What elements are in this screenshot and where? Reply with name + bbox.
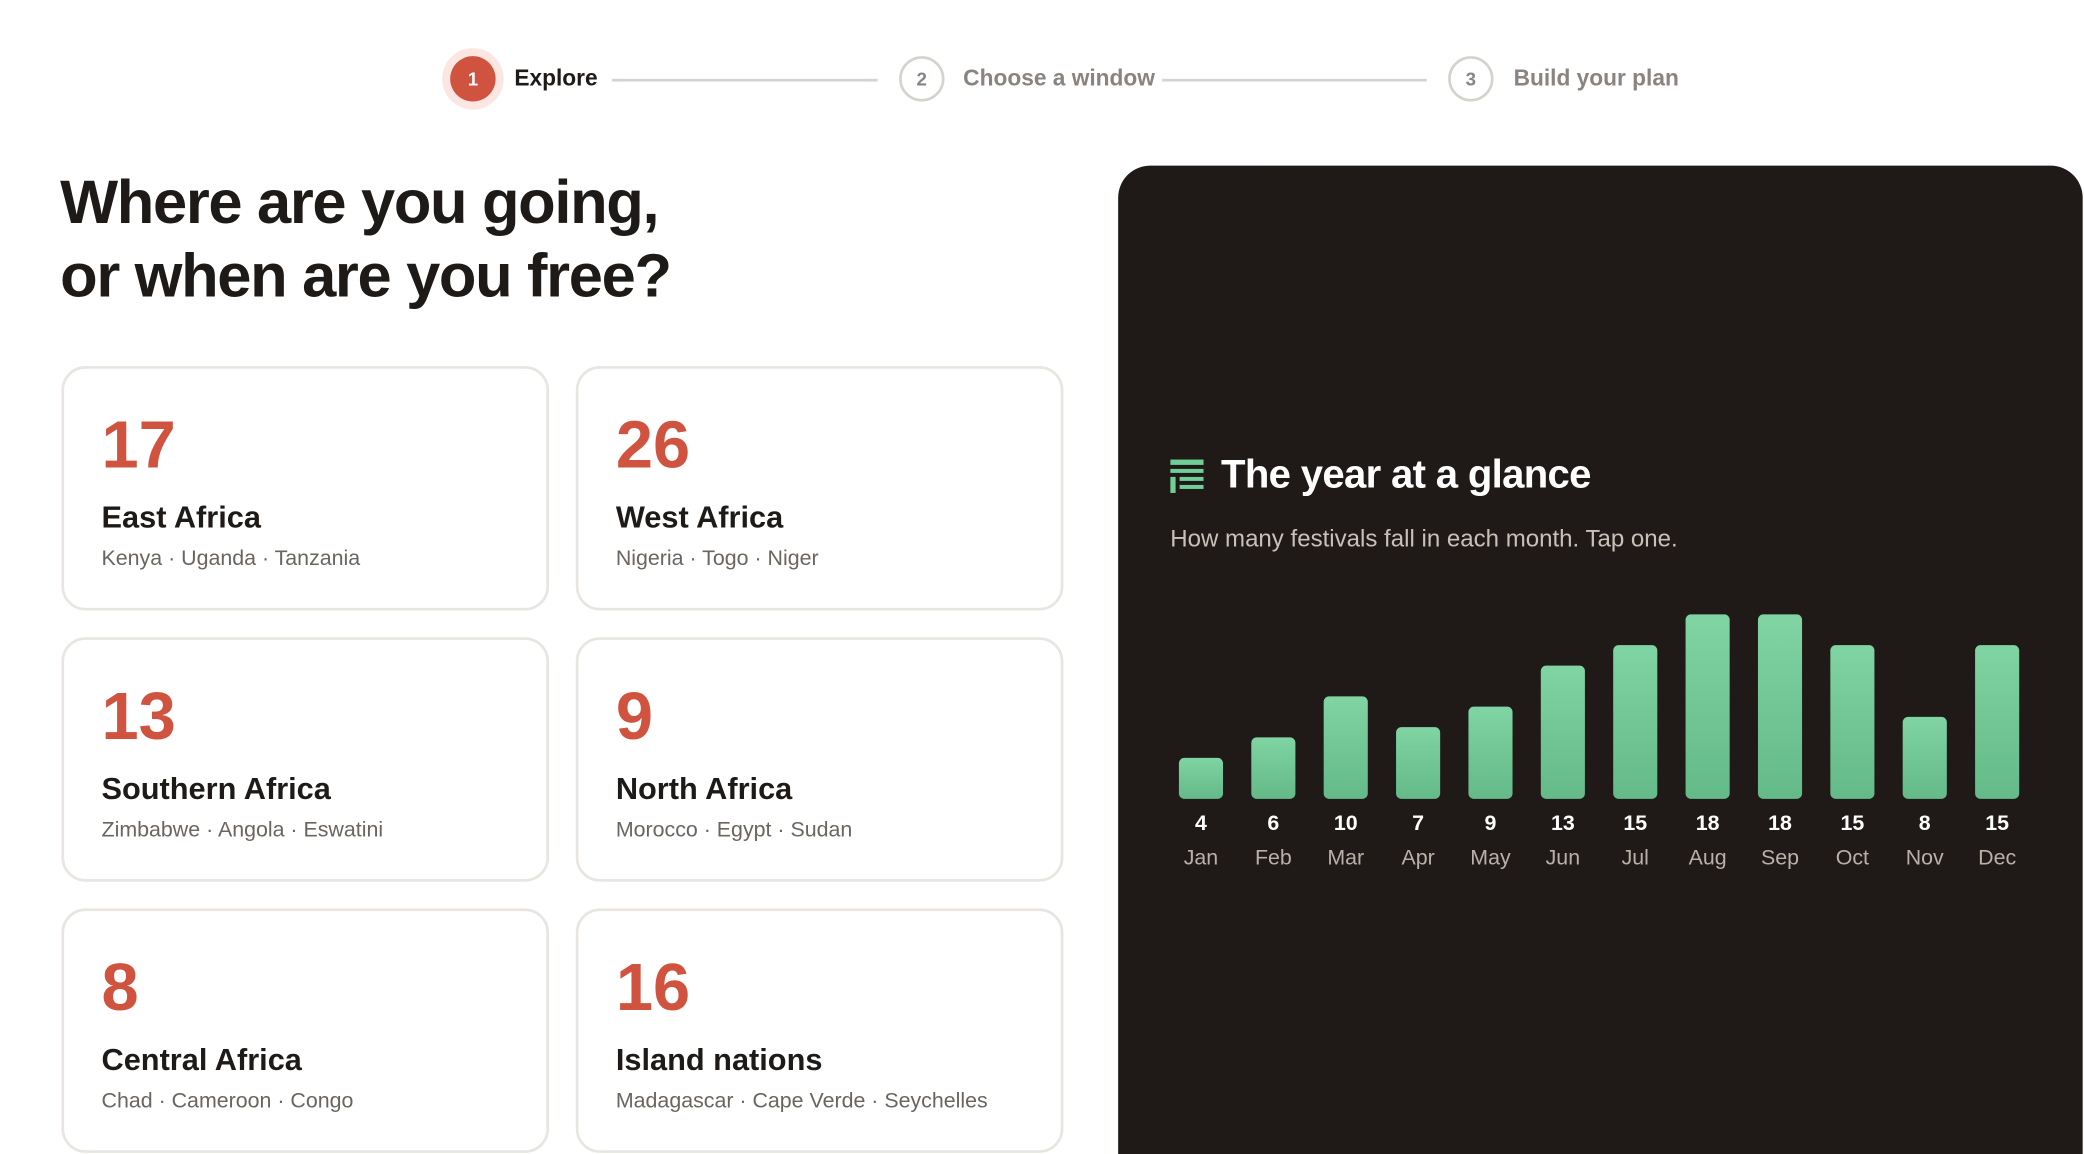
region-card[interactable]: 16 Island nations Madagascar · Cape Verde … xyxy=(575,908,1064,1153)
region-countries: Morocco · Egypt · Sudan xyxy=(615,818,853,842)
festival-count: 8 xyxy=(101,949,139,1025)
month-label: May xyxy=(1470,846,1511,870)
region-card[interactable]: 9 North Africa Morocco · Egypt · Sudan xyxy=(575,637,1064,882)
bar[interactable] xyxy=(1902,716,1947,799)
bar[interactable] xyxy=(1540,665,1585,799)
chart: 4 Jan 6 Feb 10 Mar 7 Apr 9 May 13 Jun 15 Jul 18 Aug 18 Se… xyxy=(1178,614,2020,870)
region-countries: Chad · Cameroon · Congo xyxy=(101,1090,354,1113)
region-card[interactable]: 13 Southern Africa Zimbabwe · Angola · Esw… xyxy=(61,637,550,882)
region-name: Central Africa xyxy=(101,1042,302,1077)
region-name: West Africa xyxy=(615,499,784,535)
region-card[interactable]: 8 Central Africa Chad · Cameroon · Congo xyxy=(61,908,550,1153)
bar[interactable] xyxy=(1830,645,1875,799)
bar[interactable] xyxy=(1685,614,1730,799)
value-label: 15 xyxy=(1841,811,1865,835)
chart-panel: The year at a glance How many festivals … xyxy=(1118,165,2083,1154)
region-name: Southern Africa xyxy=(101,770,331,806)
month-label: Jul xyxy=(1622,846,1649,870)
region-countries: Madagascar · Cape Verde · Seychelles xyxy=(615,1090,988,1113)
heading-line: Where are you going, xyxy=(60,166,659,237)
value-label: 15 xyxy=(1985,811,2009,835)
region-card[interactable]: 26 West Africa Nigeria · Togo · Niger xyxy=(575,366,1064,611)
region-name: East Africa xyxy=(101,499,261,535)
value-label: 18 xyxy=(1696,811,1720,835)
month-label: Sep xyxy=(1761,846,1799,870)
month-label: Feb xyxy=(1255,846,1292,870)
value-label: 18 xyxy=(1768,811,1792,835)
heading: Where are you going, or when are you fre… xyxy=(60,166,672,313)
step-label[interactable]: Explore xyxy=(514,65,598,91)
step-number[interactable]: 3 xyxy=(1448,56,1494,102)
calendar-icon xyxy=(1170,459,1204,493)
bar[interactable] xyxy=(1468,706,1513,799)
month-label: Aug xyxy=(1689,846,1727,870)
bar[interactable] xyxy=(1613,645,1658,799)
value-label: 10 xyxy=(1334,811,1358,835)
value-label: 4 xyxy=(1195,811,1207,835)
festival-count: 17 xyxy=(101,407,176,483)
region-countries: Zimbabwe · Angola · Eswatini xyxy=(101,818,384,842)
month-label: Nov xyxy=(1906,846,1944,870)
value-label: 9 xyxy=(1485,811,1497,835)
region-name: Island nations xyxy=(615,1042,823,1077)
step-number[interactable]: 2 xyxy=(899,56,945,102)
bar[interactable] xyxy=(1178,757,1224,799)
chart-title: The year at a glance xyxy=(1221,452,1591,497)
value-label: 7 xyxy=(1412,811,1424,835)
festival-count: 16 xyxy=(615,949,691,1025)
step-connector xyxy=(1162,78,1427,81)
bar[interactable] xyxy=(1396,727,1441,799)
step-number[interactable]: 1 xyxy=(450,56,496,102)
month-label: Mar xyxy=(1327,846,1364,870)
step-label[interactable]: Choose a window xyxy=(963,65,1155,91)
festival-count: 13 xyxy=(101,678,176,754)
bar[interactable] xyxy=(1251,737,1296,799)
value-label: 6 xyxy=(1267,811,1279,835)
month-label: Jun xyxy=(1546,846,1580,870)
bar[interactable] xyxy=(1757,614,1803,799)
chart-subtitle: How many festivals fall in each month. T… xyxy=(1170,525,1678,552)
region-countries: Nigeria · Togo · Niger xyxy=(615,547,819,571)
value-label: 15 xyxy=(1623,811,1647,835)
bar[interactable] xyxy=(1323,696,1368,799)
region-countries: Kenya · Uganda · Tanzania xyxy=(101,547,361,571)
bar[interactable] xyxy=(1975,645,2020,799)
region-card[interactable]: 17 East Africa Kenya · Uganda · Tanzania xyxy=(61,366,550,611)
heading-line: or when are you free? xyxy=(60,240,672,310)
festival-count: 9 xyxy=(615,678,654,754)
region-name: North Africa xyxy=(615,770,793,806)
step-connector xyxy=(611,78,878,81)
festival-count: 26 xyxy=(615,407,691,483)
month-label: Jan xyxy=(1184,846,1218,870)
month-label: Dec xyxy=(1978,846,2016,870)
step-label[interactable]: Build your plan xyxy=(1513,65,1679,91)
value-label: 8 xyxy=(1919,811,1931,835)
month-label: Apr xyxy=(1401,846,1434,870)
value-label: 13 xyxy=(1551,811,1575,835)
month-label: Oct xyxy=(1836,846,1869,870)
